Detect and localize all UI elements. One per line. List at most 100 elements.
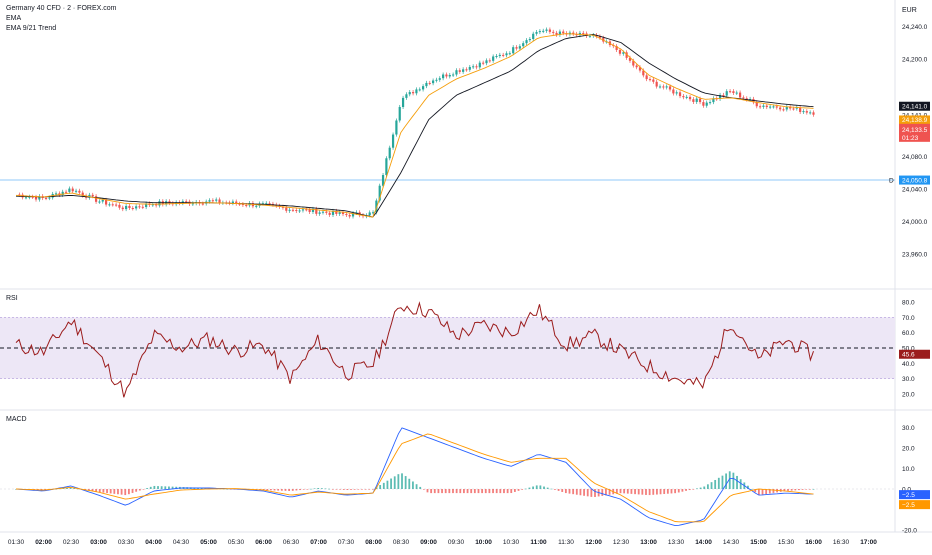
candle-body: [111, 204, 114, 206]
macd-histogram-bar: [717, 477, 720, 489]
candle-body: [658, 86, 662, 88]
macd-histogram-bar: [73, 488, 76, 489]
macd-histogram-bar: [685, 489, 687, 491]
rsi-pane[interactable]: [0, 301, 895, 398]
candle-body: [408, 92, 411, 95]
macd-histogram-bar: [320, 488, 323, 489]
candle-body: [158, 201, 161, 206]
candle-body: [241, 203, 245, 206]
candle-body: [295, 210, 298, 212]
macd-histogram-bar: [138, 489, 141, 491]
indicator-ema-label[interactable]: EMA: [6, 15, 22, 22]
macd-histogram-bar: [117, 489, 119, 495]
rsi-tick-label: 60.0: [902, 330, 915, 337]
macd-histogram-bar: [750, 488, 753, 490]
candle-body: [405, 94, 408, 98]
candle-body: [291, 209, 295, 211]
signal-badge: −2.5: [902, 502, 915, 509]
macd-histogram-bar: [284, 489, 287, 491]
macd-histogram-bar: [605, 489, 607, 496]
candle-body: [668, 86, 672, 90]
macd-histogram-bar: [463, 489, 465, 494]
candle-body: [522, 43, 525, 47]
macd-histogram-bar: [524, 488, 527, 490]
rsi-title[interactable]: RSI: [6, 295, 18, 302]
macd-histogram-bar: [583, 489, 585, 496]
candle-body: [555, 32, 558, 35]
price-tick-label: 24,080.0: [902, 154, 928, 161]
candle-body: [745, 98, 748, 100]
candle-body: [548, 29, 551, 32]
candle-body: [138, 206, 141, 208]
signal-badge-bg: [899, 500, 930, 510]
time-tick-label: 06:30: [283, 539, 300, 546]
macd-histogram-bar: [77, 488, 79, 490]
candle-body: [708, 102, 712, 104]
macd-histogram-bar: [506, 489, 509, 494]
candle-body: [718, 94, 722, 99]
macd-histogram-bar: [473, 489, 476, 494]
candle-body: [738, 92, 742, 98]
macd-histogram-bar: [382, 482, 385, 489]
macd-histogram-bar: [794, 489, 797, 491]
indicator-ema-trend-label[interactable]: EMA 9/21 Trend: [6, 25, 57, 32]
macd-histogram-bar: [710, 482, 713, 489]
macd-histogram-bar: [291, 489, 294, 491]
macd-histogram-bar: [586, 489, 589, 497]
macd-histogram-bar: [808, 489, 811, 490]
candle-body: [348, 214, 351, 217]
ema-slow-badge-bg: [899, 101, 930, 111]
time-tick-label: 07:30: [338, 539, 355, 546]
candle-body: [542, 30, 545, 32]
last-price-label: 24,133.5: [902, 127, 928, 134]
macd-pane[interactable]: [0, 427, 895, 527]
candle-body: [378, 185, 381, 201]
candle-body: [628, 57, 632, 61]
macd-tick-label: -20.0: [902, 528, 917, 535]
macd-tick-label: 10.0: [902, 466, 915, 473]
macd-histogram-bar: [790, 489, 793, 491]
macd-histogram-bar: [652, 489, 655, 495]
candle-body: [432, 80, 435, 84]
candle-body: [168, 201, 171, 204]
macd-histogram-bar: [532, 486, 535, 489]
macd-histogram-bar: [579, 489, 582, 496]
candle-body: [101, 199, 104, 202]
macd-histogram-bar: [149, 486, 152, 489]
candle-body: [155, 204, 158, 206]
candle-body: [315, 208, 318, 214]
macd-histogram-bar: [339, 489, 341, 490]
candle-body: [238, 203, 241, 205]
macd-histogram-bar: [302, 489, 305, 490]
time-tick-label: 03:00: [90, 539, 107, 546]
symbol-title[interactable]: Germany 40 CFD · 2 · FOREX.com: [6, 5, 117, 12]
price-pane[interactable]: [0, 27, 895, 219]
macd-histogram-bar: [66, 487, 68, 489]
candle-body: [415, 89, 418, 94]
candle-body: [728, 91, 732, 93]
time-tick-label: 07:00: [310, 539, 327, 546]
macd-histogram-bar: [801, 489, 804, 490]
candle-body: [518, 46, 521, 49]
candle-body: [305, 209, 308, 211]
candle-body: [755, 102, 758, 107]
candle-body: [618, 49, 622, 54]
candle-body: [662, 86, 665, 88]
candle-body: [64, 191, 68, 193]
macd-histogram-bar: [692, 489, 695, 490]
candle-body: [125, 205, 128, 210]
candle-body: [598, 36, 602, 38]
candle-body: [498, 54, 501, 57]
candle-body: [325, 211, 328, 213]
candle-body: [208, 200, 211, 202]
macd-histogram-bar: [798, 489, 800, 491]
ema-slow-line: [15, 33, 814, 218]
daily-level-badge-bg: [899, 175, 930, 185]
macd-title[interactable]: MACD: [6, 416, 27, 423]
macd-histogram-bar: [408, 478, 411, 489]
price-legend: Germany 40 CFD · 2 · FOREX.com EMA EMA 9…: [6, 4, 116, 34]
candle-body: [448, 74, 451, 77]
macd-histogram-bar: [703, 486, 706, 489]
